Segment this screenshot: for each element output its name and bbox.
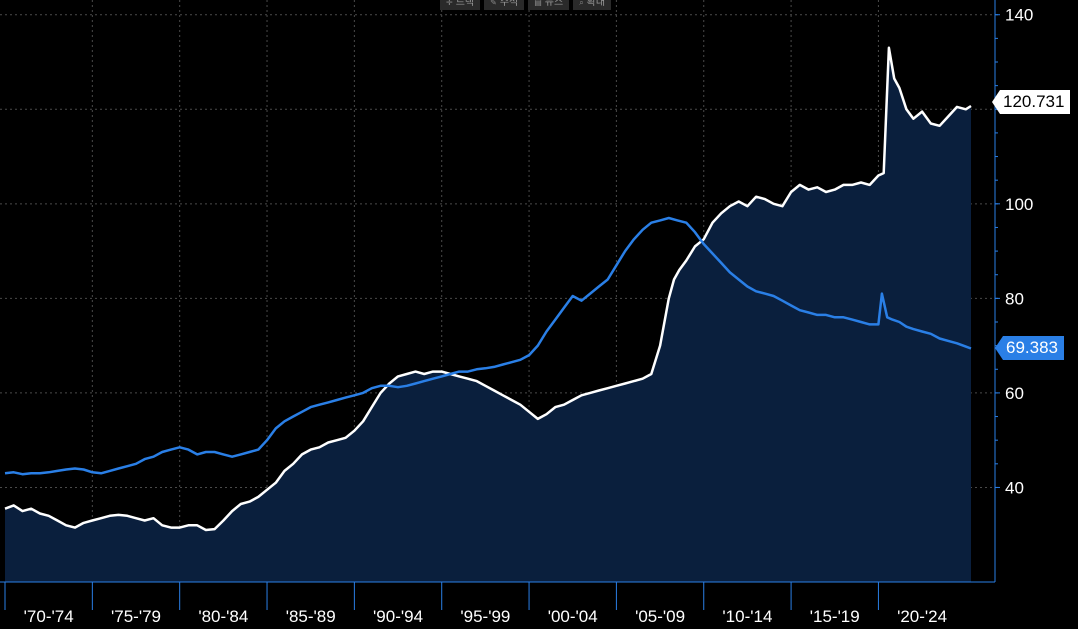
zoom-button[interactable]: ⌕ 확대: [573, 0, 612, 10]
y-tick-label: 140: [1005, 6, 1033, 25]
annotate-button[interactable]: ✎ 주석: [484, 0, 525, 10]
x-tick-label: '00-'04: [548, 607, 598, 626]
track-label: 트랙: [455, 0, 475, 8]
plus-icon: ✛: [446, 0, 453, 7]
blue-series-last-value-callout: 69.383: [995, 336, 1064, 360]
x-tick-label: '75-'79: [111, 607, 161, 626]
annotate-label: 주석: [499, 0, 519, 8]
x-axis-labels: '70-'74 '75-'79 '80-'84 '85-'89 '90-'94 '95-'…: [24, 607, 947, 626]
white-series-last-value: 120.731: [1000, 90, 1071, 114]
news-icon: ▤: [534, 0, 542, 7]
track-button[interactable]: ✛ 트랙: [440, 0, 481, 10]
white-series-line: [4, 46, 972, 532]
zoom-icon: ⌕: [579, 0, 584, 7]
x-tick-label: '05-'09: [635, 607, 685, 626]
y-tick-label: 40: [1005, 478, 1024, 497]
x-tick-label: '15-'19: [810, 607, 860, 626]
y-axis-labels: 40 60 80 100 140: [1005, 6, 1033, 498]
zoom-label: 확대: [586, 0, 606, 8]
x-tick-label: '80-'84: [198, 607, 248, 626]
series-lines-layer: [4, 46, 972, 532]
x-tick-label: '95-'99: [460, 607, 510, 626]
x-tick-label: '85-'89: [286, 607, 336, 626]
area-fill-layer: [5, 47, 971, 583]
y-tick-label: 80: [1005, 289, 1024, 308]
x-tick-label: '20-'24: [897, 607, 947, 626]
pencil-icon: ✎: [490, 0, 497, 7]
news-label: 뉴스: [544, 0, 564, 8]
chart-toolbar: ✛ 트랙 ✎ 주석 ▤ 뉴스 ⌕ 확대: [440, 0, 612, 10]
news-button[interactable]: ▤ 뉴스: [528, 0, 570, 10]
x-tick-label: '70-'74: [24, 607, 74, 626]
blue-series-last-value: 69.383: [1003, 336, 1064, 360]
gridlines: [0, 0, 995, 582]
white-series-last-value-callout: 120.731: [992, 90, 1071, 114]
white-series-area: [5, 47, 971, 583]
y-tick-label: 100: [1005, 195, 1033, 214]
blue-series-line: [4, 216, 972, 476]
x-tick-label: '10-'14: [722, 607, 772, 626]
x-tick-label: '90-'94: [373, 607, 423, 626]
y-tick-label: 60: [1005, 384, 1024, 403]
